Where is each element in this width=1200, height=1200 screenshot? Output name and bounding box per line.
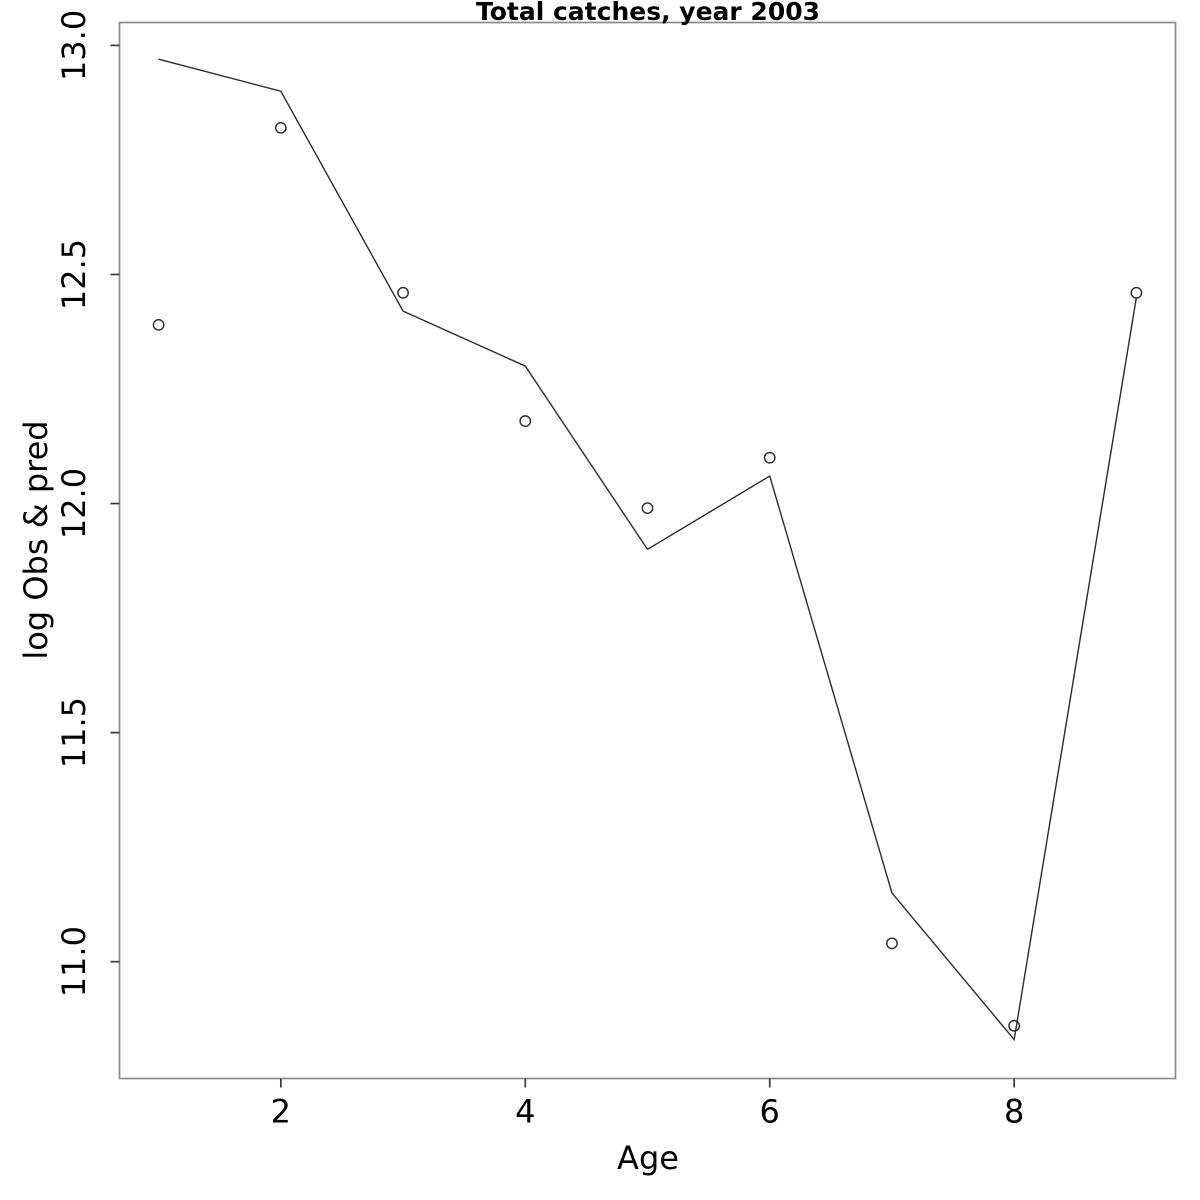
observed-point [397, 286, 409, 299]
x-axis-label: Age [617, 1139, 679, 1177]
y-tick-label: 12.5 [55, 239, 93, 310]
observed-points [152, 121, 1143, 1032]
y-tick-label: 11.5 [55, 697, 93, 768]
x-tick-label: 4 [515, 1093, 535, 1131]
x-tick-label: 8 [1004, 1093, 1024, 1131]
y-tick-label: 11.0 [55, 926, 93, 997]
y-tick-label: 13.0 [55, 10, 93, 81]
observed-point [519, 415, 532, 427]
y-axis-label: log Obs & pred [17, 420, 55, 660]
plot-box [118, 21, 1177, 1080]
observed-point [152, 318, 165, 331]
observed-point [1008, 1019, 1021, 1032]
x-axis-ticks: 2 4 6 8 [271, 1078, 1024, 1131]
x-tick-label: 6 [760, 1093, 780, 1131]
observed-point [886, 937, 898, 950]
observed-point [274, 121, 287, 134]
chart-title: Total catches, year 2003 [475, 0, 821, 26]
observed-point [1130, 286, 1143, 299]
y-axis-ticks: 13.0 12.5 12.0 11.5 11.0 [55, 10, 120, 997]
observed-point [763, 451, 776, 464]
y-tick-label: 12.0 [55, 468, 93, 539]
predicted-line [158, 58, 1138, 1042]
observed-point [641, 502, 654, 515]
x-tick-label: 2 [271, 1093, 291, 1131]
